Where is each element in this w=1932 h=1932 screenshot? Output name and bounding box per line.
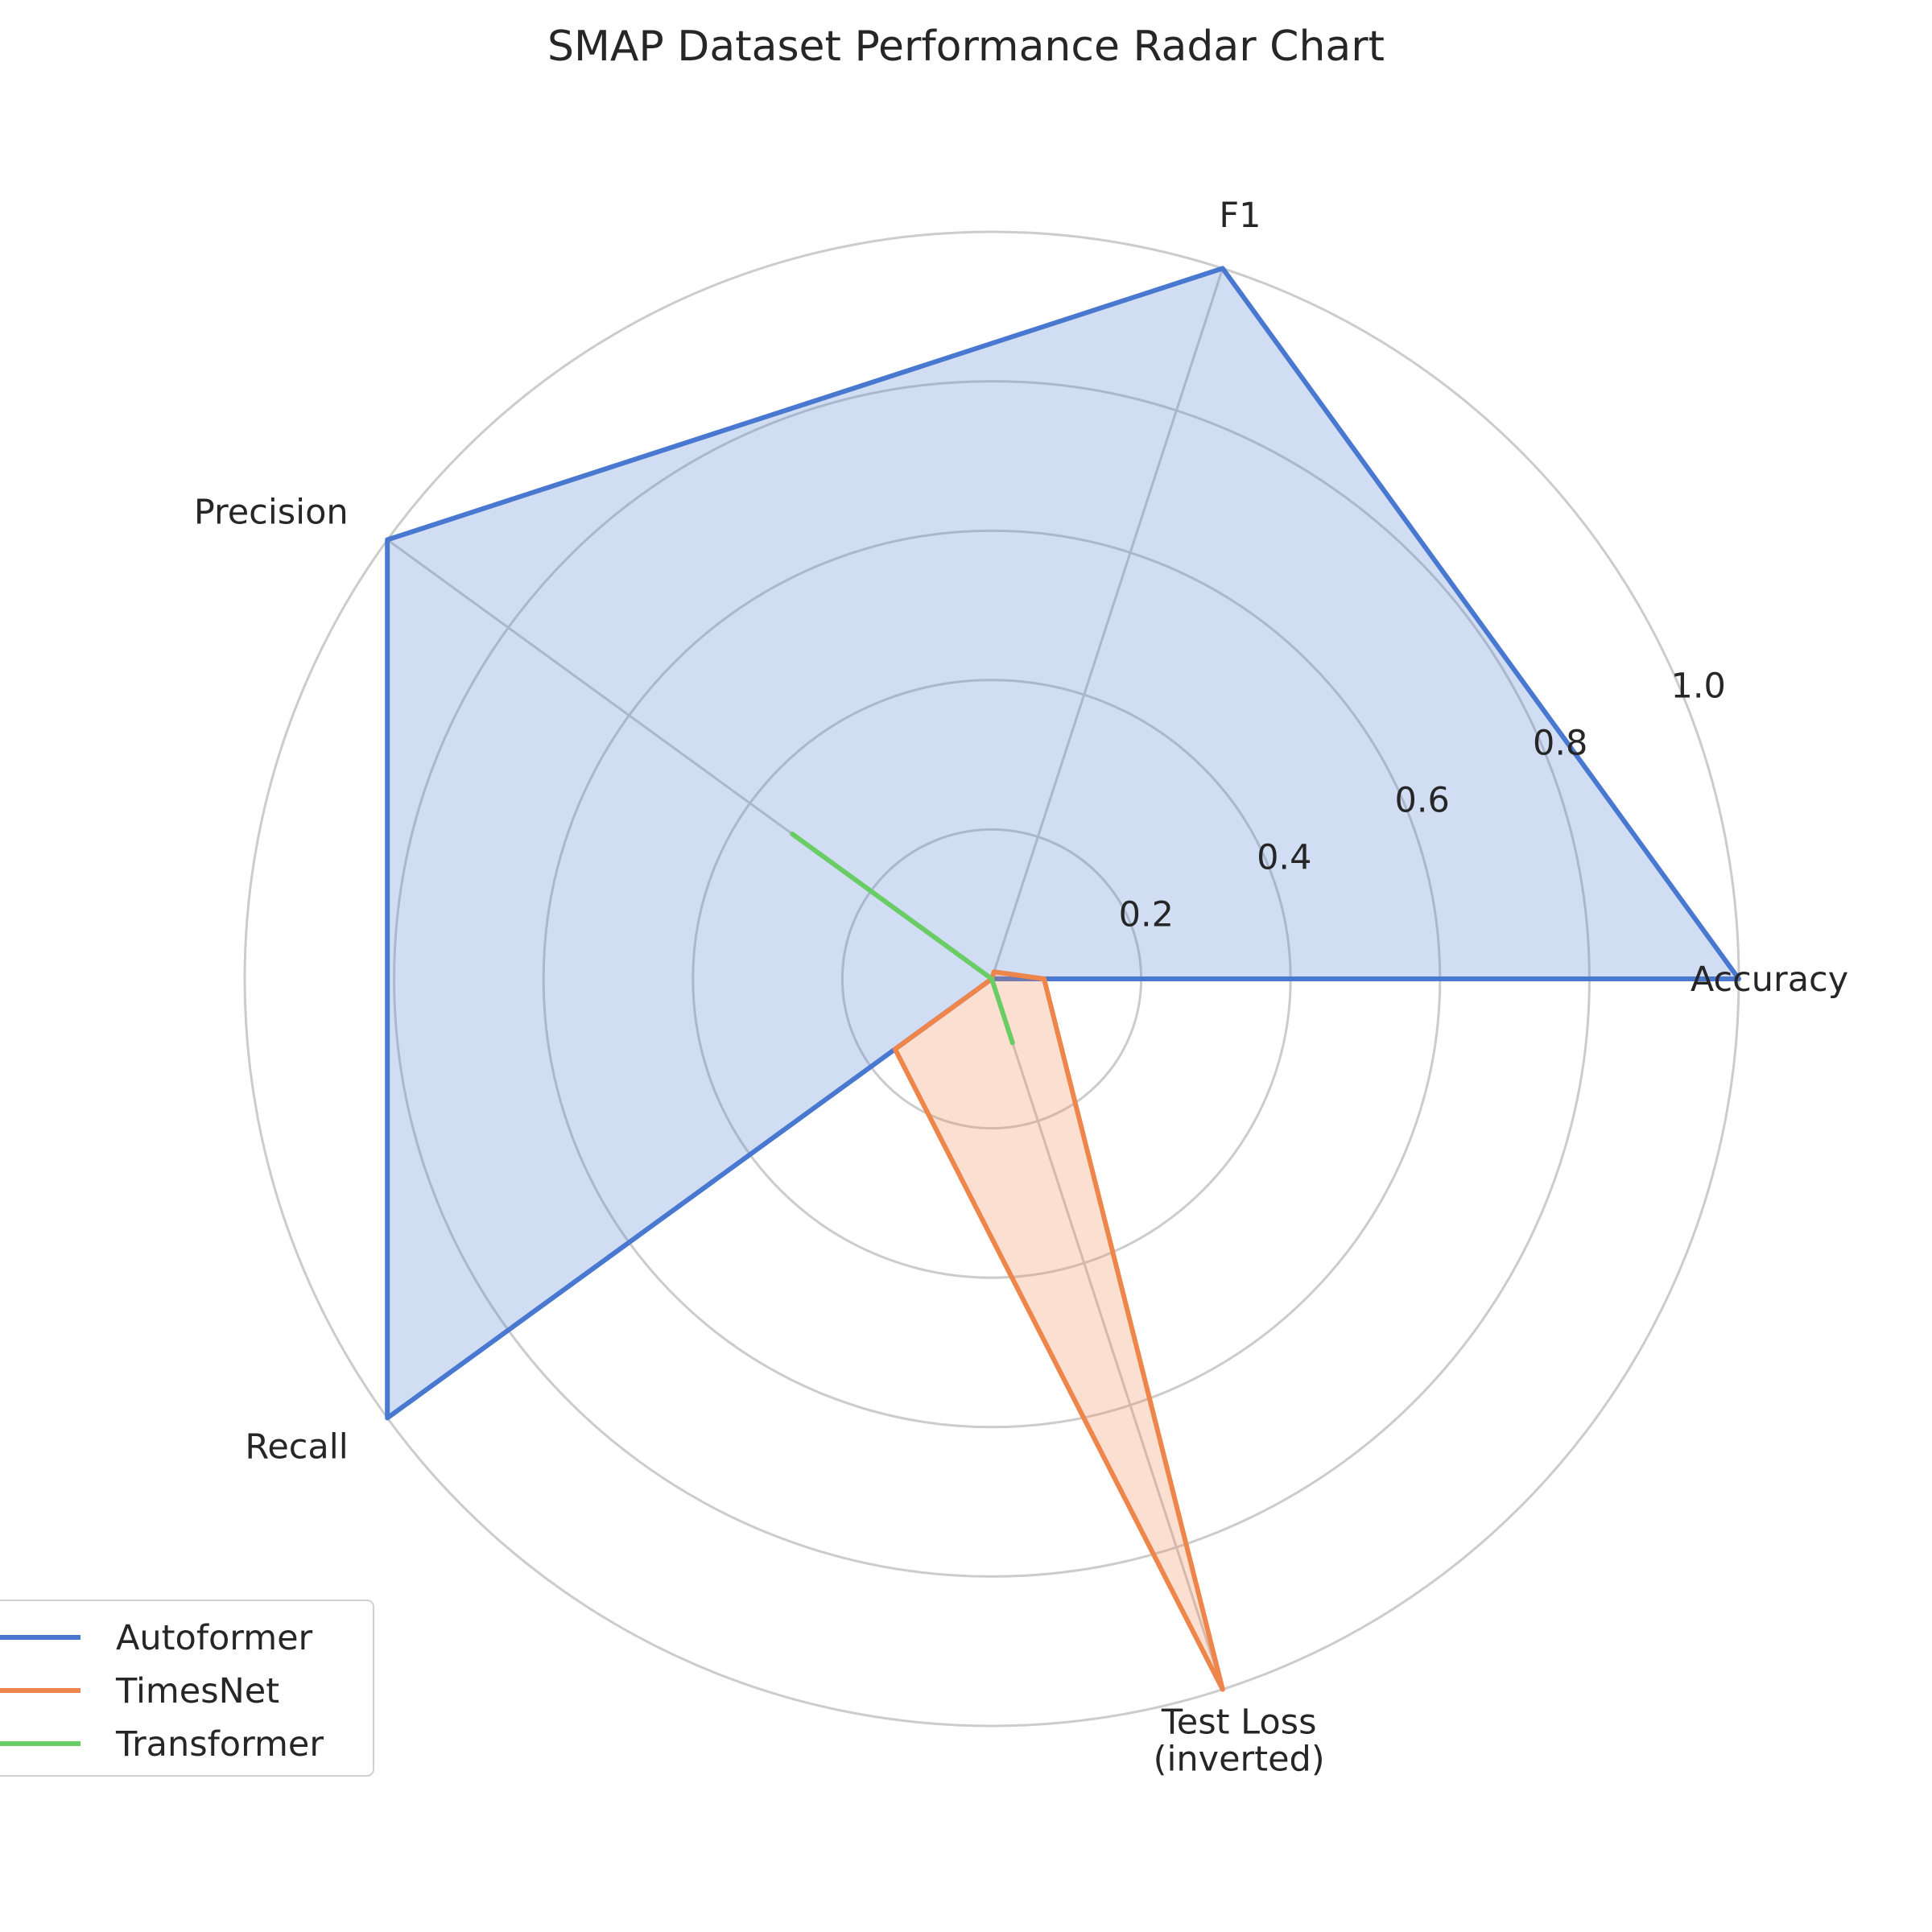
series-timesnet bbox=[892, 969, 1225, 1692]
series-line bbox=[385, 266, 1741, 1421]
series-area bbox=[894, 972, 1223, 1690]
grid-spoke bbox=[990, 978, 1224, 1690]
legend-label: Autoformer bbox=[116, 1618, 313, 1658]
legend-frame bbox=[0, 1600, 374, 1777]
radial-tick-label: 1.0 bbox=[1670, 666, 1725, 706]
axis-labels: Accuracy F1 Precision Recall Test Loss (inver… bbox=[194, 196, 1848, 1780]
series-area bbox=[387, 268, 1740, 1418]
series-line bbox=[790, 832, 1015, 1046]
radial-tick-label: 0.6 bbox=[1395, 781, 1450, 821]
radial-tick-label: 0.2 bbox=[1119, 895, 1174, 935]
chart-title: SMAP Dataset Performance Radar Chart bbox=[547, 23, 1385, 71]
series-transformer bbox=[790, 832, 1015, 1046]
legend-label: TimesNet bbox=[115, 1671, 279, 1711]
radial-tick-label: 0.8 bbox=[1533, 723, 1587, 763]
axis-label: Accuracy bbox=[1690, 960, 1848, 1000]
chart-legend: Autoformer TimesNet Transformer bbox=[0, 1600, 374, 1777]
axis-label: Recall bbox=[245, 1427, 348, 1468]
series-line bbox=[892, 969, 1225, 1692]
radar-series bbox=[385, 266, 1741, 1692]
grid-spoke bbox=[990, 267, 1224, 980]
axis-label: F1 bbox=[1219, 196, 1261, 236]
radial-tick-labels: 0.2 0.4 0.6 0.8 1.0 bbox=[1119, 666, 1726, 935]
legend-label: Transformer bbox=[115, 1724, 324, 1765]
series-autoformer bbox=[385, 266, 1741, 1421]
axis-label: Precision bbox=[194, 492, 349, 532]
axis-label: Test Loss (inverted) bbox=[1154, 1702, 1325, 1779]
radial-tick-label: 0.4 bbox=[1257, 838, 1311, 878]
